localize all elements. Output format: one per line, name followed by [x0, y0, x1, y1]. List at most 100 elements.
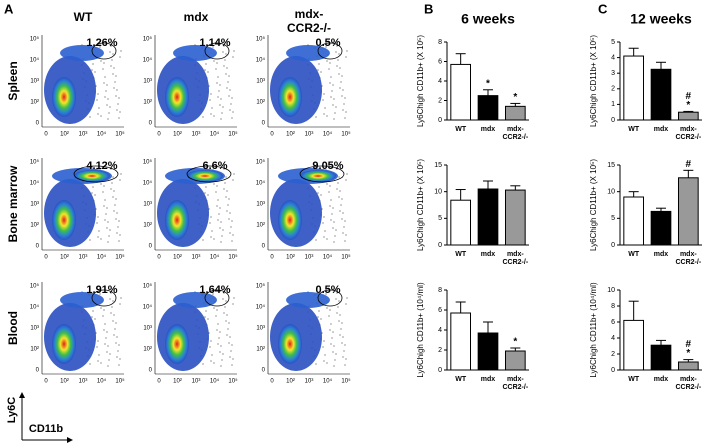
event-dot [233, 173, 235, 175]
event-dot [116, 212, 118, 214]
event-dot [223, 45, 225, 47]
event-dot [228, 322, 230, 324]
event-dot [232, 111, 234, 113]
event-dot [216, 329, 218, 331]
event-dot [108, 235, 110, 237]
event-dot [344, 117, 346, 119]
bar [650, 68, 672, 121]
event-dot [92, 63, 94, 65]
y-tick-label: 10⁴ [30, 180, 40, 187]
flow-ylabel: Ly6C [6, 397, 18, 424]
event-dot [120, 297, 122, 299]
event-dot [209, 99, 211, 101]
event-dot [108, 112, 110, 114]
event-dot [333, 345, 335, 347]
y-tick-label: 10³ [143, 326, 152, 332]
y-tick-label: 15 [607, 162, 615, 169]
x-tick-label: 10³ [79, 255, 88, 261]
event-dot [115, 95, 117, 97]
event-dot [225, 196, 227, 198]
x-tick-label: 10⁴ [210, 254, 220, 261]
event-dot [339, 67, 341, 69]
event-dot [331, 337, 333, 339]
bar [623, 319, 645, 371]
event-dot [109, 106, 111, 108]
event-dot [96, 222, 98, 224]
event-dot [97, 236, 99, 238]
event-dot [320, 71, 322, 73]
event-dot [334, 235, 336, 237]
category-label: mdx [654, 251, 669, 258]
gate [204, 42, 230, 60]
event-dot [232, 56, 234, 58]
event-dot [220, 221, 222, 223]
gate [91, 42, 117, 60]
y-tick-label: 10⁴ [30, 57, 40, 64]
y-tick-label: 5 [611, 39, 615, 46]
y-tick-label: 0 [262, 121, 266, 127]
category-label: mdx- [680, 376, 697, 383]
x-tick-label: 10³ [305, 132, 314, 138]
y-tick-label: 10⁴ [256, 57, 266, 64]
event-dot [340, 81, 342, 83]
category-label: CCR2-/- [502, 134, 528, 141]
event-dot [344, 220, 346, 222]
event-dot [345, 358, 347, 360]
event-dot [332, 104, 334, 106]
y-tick-label: 0 [36, 368, 40, 374]
event-dot [340, 204, 342, 206]
event-dot [119, 358, 121, 360]
event-dot [103, 185, 105, 187]
significance-mark: * [686, 100, 690, 111]
event-dot [210, 236, 212, 238]
y-tick-label: 4 [438, 78, 442, 85]
event-dot [318, 186, 320, 188]
x-tick-label: 0 [157, 379, 161, 385]
significance-mark: * [686, 348, 690, 359]
y-tick-label: 4 [611, 54, 615, 61]
y-tick-label: 10 [607, 189, 615, 196]
event-dot [210, 340, 212, 342]
event-dot [210, 93, 212, 95]
bar [450, 63, 472, 121]
event-dot [324, 354, 326, 356]
gate-percent: 0.5% [315, 284, 340, 296]
x-tick-label: 10³ [305, 379, 314, 385]
event-dot [117, 226, 119, 228]
y-tick-label: 10⁵ [143, 36, 153, 43]
category-label: mdx [481, 376, 496, 383]
event-dot [115, 75, 117, 77]
x-tick-label: 10³ [79, 132, 88, 138]
event-dot [322, 222, 324, 224]
event-dot [97, 216, 99, 218]
event-dot [211, 230, 213, 232]
event-dot [225, 176, 227, 178]
event-dot [216, 82, 218, 84]
event-dot [326, 307, 328, 309]
x-tick-label: 10⁴ [97, 378, 107, 385]
event-dot [210, 360, 212, 362]
event-dot [330, 76, 332, 78]
event-dot [228, 198, 230, 200]
event-dot [105, 213, 107, 215]
y-tick-label: 10⁵ [30, 36, 40, 43]
event-dot [226, 190, 228, 192]
y-tick-label: 0 [611, 367, 615, 374]
event-dot [97, 113, 99, 115]
y-tick-label: 10⁵ [256, 159, 266, 166]
event-dot [344, 240, 346, 242]
gate [204, 289, 230, 307]
bar [477, 188, 499, 246]
event-dot [104, 199, 106, 201]
event-dot [338, 320, 340, 322]
event-dot [227, 204, 229, 206]
event-dot [335, 51, 337, 53]
y-tick-label: 0 [262, 244, 266, 250]
y-tick-label: 10⁴ [143, 180, 153, 187]
event-dot [334, 112, 336, 114]
event-dot [107, 118, 109, 120]
y-tick-label: 10⁴ [143, 304, 153, 311]
category-label: WT [74, 10, 93, 24]
event-dot [342, 212, 344, 214]
bar [650, 344, 672, 371]
